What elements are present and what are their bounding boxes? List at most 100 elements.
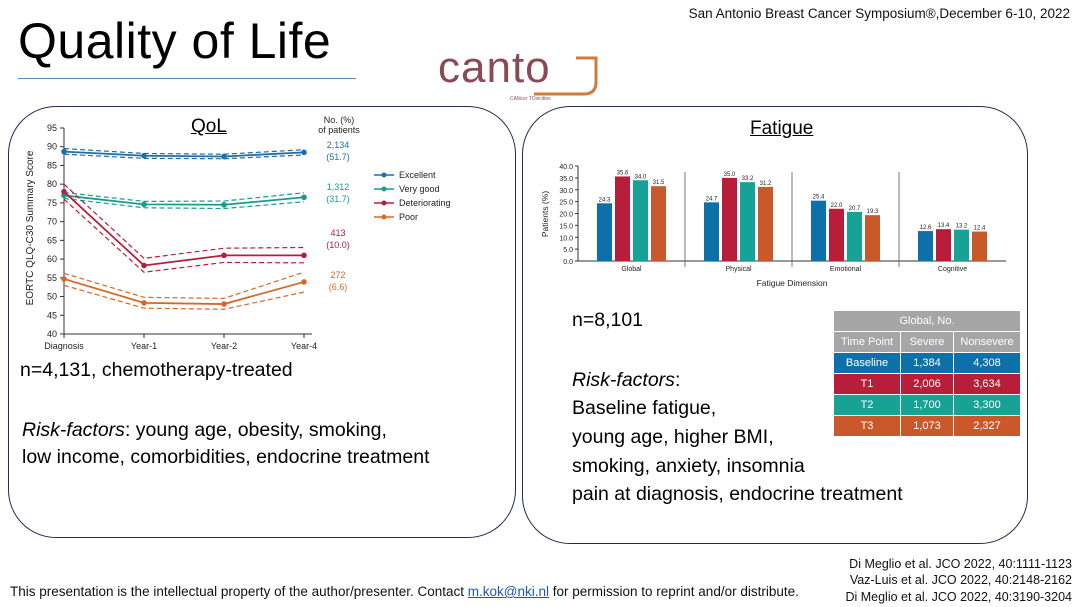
contact-email-link[interactable]: m.kok@nki.nl: [467, 584, 549, 599]
canto-logo-text: canto: [438, 43, 551, 92]
fatigue-bar: [633, 180, 648, 261]
footer-text-before: This presentation is the intellectual pr…: [10, 584, 468, 599]
title-underline: [18, 78, 356, 79]
qol-data-point: [221, 153, 227, 160]
qol-data-point: [301, 149, 307, 156]
legend-swatch-marker: [381, 214, 387, 220]
fatigue-bar: [615, 176, 630, 261]
count-n: 413: [330, 228, 345, 238]
row-nonsevere: 4,308: [973, 357, 1001, 369]
count-pct: (31.7): [326, 194, 350, 204]
qol-y-tick-label: 85: [47, 160, 57, 170]
qol-data-point: [141, 300, 147, 306]
fatigue-bar-value-label: 31.2: [760, 181, 772, 187]
qol-y-axis-label: EORTC QLQ-C30 Summary Score: [25, 150, 36, 305]
fatigue-bar-value-label: 13.2: [956, 224, 968, 230]
fatigue-bar-value-label: 24.3: [599, 197, 611, 203]
count-n: 272: [330, 270, 345, 280]
reference-3: Di Meglio et al. JCO 2022, 40:3190-3204: [845, 590, 1072, 604]
table-title: Global, No.: [834, 311, 1020, 331]
qol-panel-title: QoL: [191, 116, 227, 137]
fatigue-bar-value-label: 35.6: [617, 170, 629, 176]
qol-data-point: [221, 252, 227, 259]
qol-data-point: [301, 279, 307, 285]
qol-y-tick-label: 65: [47, 235, 57, 245]
qol-x-tick-label: Year-4: [291, 341, 317, 351]
fatigue-y-tick-label: 5.0: [563, 247, 573, 254]
count-pct: (10.0): [326, 240, 350, 250]
canto-logo-subtext: CANcer TOxicities: [510, 96, 551, 102]
legend-label: Deteriorating: [399, 198, 451, 208]
footer-text-after: for permission to reprint and/or distrib…: [549, 584, 799, 599]
qol-y-tick-label: 60: [47, 254, 57, 264]
row-timepoint: T3: [860, 420, 874, 432]
fatigue-bar: [972, 231, 987, 261]
fatigue-bar-value-label: 24.7: [706, 196, 718, 202]
qol-sample-size: n=4,131, chemotherapy-treated: [20, 359, 293, 381]
fatigue-y-tick-label: 35.0: [559, 176, 573, 183]
row-timepoint: T2: [860, 399, 874, 411]
fatigue-bar-value-label: 25.4: [813, 195, 825, 201]
fatigue-risk-line: smoking, anxiety, insomnia: [572, 455, 805, 477]
qol-data-point: [141, 201, 147, 208]
fatigue-y-tick-label: 0.0: [563, 259, 573, 266]
row-timepoint: T1: [860, 378, 874, 390]
fatigue-bar: [722, 177, 737, 261]
count-pct: (6.6): [329, 282, 348, 292]
fatigue-bar: [954, 229, 969, 261]
qol-y-tick-label: 40: [47, 329, 57, 339]
fatigue-group-label: Emotional: [830, 266, 862, 273]
fatigue-bar: [936, 229, 951, 261]
qol-y-tick-label: 45: [47, 310, 57, 320]
qol-y-tick-label: 90: [47, 142, 57, 152]
fatigue-bar: [811, 200, 826, 261]
qol-data-point: [61, 148, 67, 155]
fatigue-risk-heading: Risk-factors:: [572, 366, 680, 394]
fatigue-bar: [918, 231, 933, 261]
fatigue-bar-value-label: 31.5: [653, 180, 665, 186]
fatigue-x-axis-label: Fatigue Dimension: [757, 278, 828, 288]
qol-y-tick-label: 80: [47, 179, 57, 189]
qol-data-point: [141, 152, 147, 159]
fatigue-bar-value-label: 20.7: [849, 206, 861, 212]
row-severe: 2,006: [913, 378, 941, 390]
legend-label: Excellent: [399, 170, 436, 180]
fatigue-bar-value-label: 12.6: [920, 225, 932, 231]
qol-series-line: [63, 191, 304, 267]
fatigue-bar-value-label: 13.4: [938, 223, 950, 229]
fatigue-bar: [597, 203, 612, 261]
qol-risk-factors-line2: low income, comorbidities, endocrine tre…: [22, 446, 430, 468]
qol-ci-lower-line: [63, 197, 305, 210]
table-header-severe: Severe: [901, 332, 953, 352]
qol-ci-upper-line: [63, 191, 305, 203]
fatigue-y-tick-label: 20.0: [559, 212, 573, 219]
fatigue-bar: [865, 215, 880, 261]
fatigue-bar-value-label: 34.0: [635, 174, 647, 180]
fatigue-group-label: Cognitive: [938, 266, 967, 273]
legend-swatch-marker: [381, 186, 387, 192]
table-row: Baseline 1,384 4,308: [834, 353, 1020, 373]
fatigue-y-tick-label: 15.0: [559, 223, 573, 230]
fatigue-bar: [740, 182, 755, 261]
logo-swoosh-icon: [534, 56, 598, 96]
table-row: T3 1,073 2,327: [834, 416, 1020, 436]
footer-notice: This presentation is the intellectual pr…: [10, 584, 799, 599]
fatigue-y-tick-label: 10.0: [559, 235, 573, 242]
count-n: 1,312: [327, 182, 350, 192]
fatigue-bar: [847, 211, 862, 261]
fatigue-y-tick-label: 40.0: [559, 164, 573, 171]
fatigue-y-axis-label: Patients (%): [540, 191, 550, 237]
fatigue-bar-value-label: 12.4: [974, 226, 986, 232]
qol-y-tick-label: 70: [47, 217, 57, 227]
qol-data-point: [141, 262, 147, 269]
qol-x-tick-label: Diagnosis: [44, 341, 84, 351]
fatigue-y-tick-label: 30.0: [559, 188, 573, 195]
table-row: T2 1,700 3,300: [834, 395, 1020, 415]
qol-series-line: [63, 194, 305, 206]
qol-data-point: [221, 301, 227, 307]
fatigue-bar-chart: 40.0 35.0 30.0 25.0 20.0 15.0 10.0 5.0 0.0 24.3 3…: [540, 164, 1006, 288]
count-n: 2,134: [327, 140, 350, 150]
qol-ci-upper-line: [63, 183, 305, 259]
count-header-line1: No. (%): [324, 115, 355, 125]
fatigue-bar: [704, 202, 719, 261]
